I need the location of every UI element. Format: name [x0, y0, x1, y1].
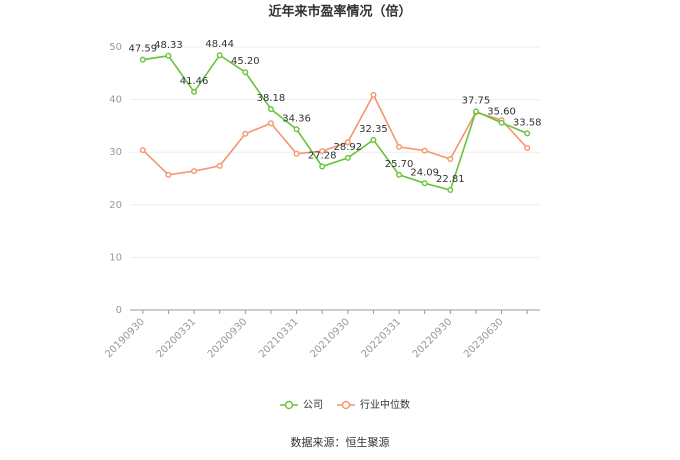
x-tick-label: 20190930	[103, 316, 147, 360]
point	[139, 56, 146, 63]
point	[498, 119, 505, 126]
point	[319, 148, 326, 155]
y-tick-label: 40	[109, 95, 122, 106]
data-label: 24.09	[410, 167, 439, 178]
source-note: 数据来源：恒生聚源	[291, 435, 390, 449]
point	[370, 136, 377, 143]
point	[421, 147, 428, 154]
point	[216, 162, 223, 169]
series-line	[142, 54, 528, 191]
data-label: 47.59	[128, 44, 157, 55]
point	[139, 147, 146, 154]
point	[191, 168, 198, 175]
point	[524, 130, 531, 137]
point	[472, 108, 479, 115]
y-tick-label: 20	[109, 200, 122, 211]
point	[370, 91, 377, 98]
x-tick-label: 20230630	[462, 316, 506, 360]
point	[242, 130, 249, 137]
point	[267, 106, 274, 113]
point	[242, 69, 249, 76]
data-label: 41.46	[180, 76, 209, 87]
data-label: 48.44	[205, 39, 234, 50]
data-label: 48.33	[154, 40, 183, 51]
legend-marker	[284, 400, 294, 410]
series-line	[142, 93, 528, 176]
point	[344, 154, 351, 161]
data-label: 37.75	[462, 95, 491, 106]
data-label: 35.60	[487, 107, 516, 118]
point	[293, 150, 300, 157]
point	[447, 187, 454, 194]
point	[319, 163, 326, 170]
point	[165, 171, 172, 178]
point	[396, 143, 403, 150]
y-tick-label: 0	[116, 305, 122, 316]
chart-title: 近年来市盈率情况（倍）	[268, 4, 411, 20]
x-tick-label: 20210331	[257, 316, 301, 360]
legend-marker	[341, 400, 351, 410]
x-tick-label: 20220930	[411, 316, 455, 360]
point	[191, 88, 198, 95]
y-tick-label: 30	[109, 147, 122, 158]
data-label: 33.58	[513, 117, 542, 128]
legend-label: 行业中位数	[360, 398, 410, 411]
data-label: 28.92	[333, 142, 362, 153]
point	[293, 126, 300, 133]
data-label: 32.35	[359, 124, 388, 135]
legend-label: 公司	[303, 400, 323, 411]
point	[267, 120, 274, 127]
point	[344, 139, 351, 146]
data-label: 38.18	[257, 93, 286, 104]
point	[421, 180, 428, 187]
x-tick-label: 20200930	[206, 316, 250, 360]
point	[216, 52, 223, 59]
x-tick-label: 20210930	[308, 316, 352, 360]
data-label: 45.20	[231, 56, 260, 67]
x-tick-label: 20220331	[360, 316, 404, 360]
data-label: 25.70	[385, 159, 414, 170]
data-label: 27.28	[308, 151, 337, 162]
y-tick-label: 50	[109, 42, 122, 53]
y-tick-label: 10	[109, 252, 122, 263]
point	[447, 156, 454, 163]
point	[165, 52, 172, 59]
point	[396, 171, 403, 178]
x-tick-label: 20200331	[155, 316, 199, 360]
data-label: 22.81	[436, 174, 465, 185]
point	[524, 144, 531, 151]
data-label: 34.36	[282, 113, 311, 124]
